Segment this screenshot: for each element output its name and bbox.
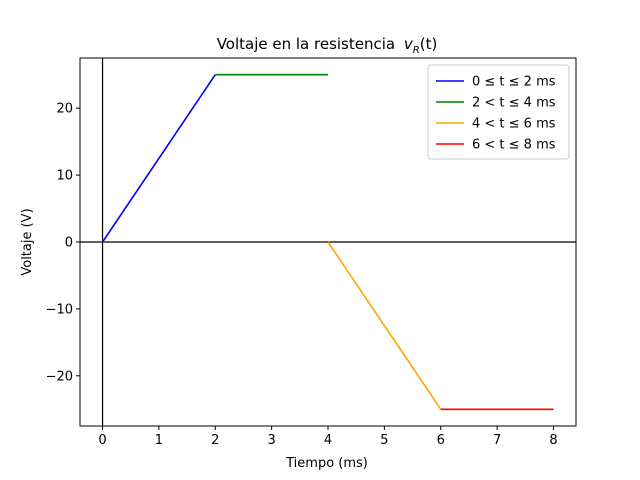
y-tick-label: −10 — [46, 302, 73, 317]
y-tick-label: −20 — [46, 369, 73, 384]
y-tick-label: 20 — [56, 102, 73, 117]
chart-title-argument: (t) — [420, 35, 438, 53]
legend-box — [427, 64, 570, 160]
x-tick-label: 0 — [98, 433, 106, 448]
series-line-3 — [327, 241, 442, 410]
x-tick-label: 7 — [493, 433, 501, 448]
chart-title-math: v — [404, 35, 414, 53]
legend-label-4: 6 < t ≤ 8 ms — [472, 138, 556, 153]
series-line-1 — [101, 74, 216, 243]
y-tick-label: 0 — [65, 236, 73, 251]
legend-label-3: 4 < t ≤ 6 ms — [472, 117, 556, 132]
legend-label-2: 2 < t ≤ 4 ms — [472, 96, 556, 111]
x-tick-label: 3 — [267, 433, 275, 448]
y-axis-label: Voltaje (V) — [20, 208, 35, 275]
x-tick-label: 1 — [155, 433, 163, 448]
x-tick-label: 6 — [437, 433, 445, 448]
plot-area: 0 1 2 3 4 5 6 7 8 −20 −10 0 10 20 0 ≤ t ≤ 2 ms 2 < t ≤ … — [46, 57, 577, 448]
x-tick-label: 5 — [380, 433, 388, 448]
chart-title-text: Voltaje en la resistencia — [217, 35, 395, 53]
chart-title: Voltaje en la resistencia vR(t) — [217, 35, 438, 56]
x-axis-label: Tiempo (ms) — [285, 456, 368, 471]
legend-label-1: 0 ≤ t ≤ 2 ms — [472, 75, 556, 90]
chart-title-subscript: R — [413, 45, 420, 56]
x-tick-label: 8 — [549, 433, 557, 448]
y-tick-label: 10 — [56, 169, 73, 184]
x-tick-label: 4 — [324, 433, 332, 448]
x-tick-label: 2 — [211, 433, 219, 448]
legend: 0 ≤ t ≤ 2 ms 2 < t ≤ 4 ms 4 < t ≤ 6 ms 6 < … — [427, 64, 570, 160]
